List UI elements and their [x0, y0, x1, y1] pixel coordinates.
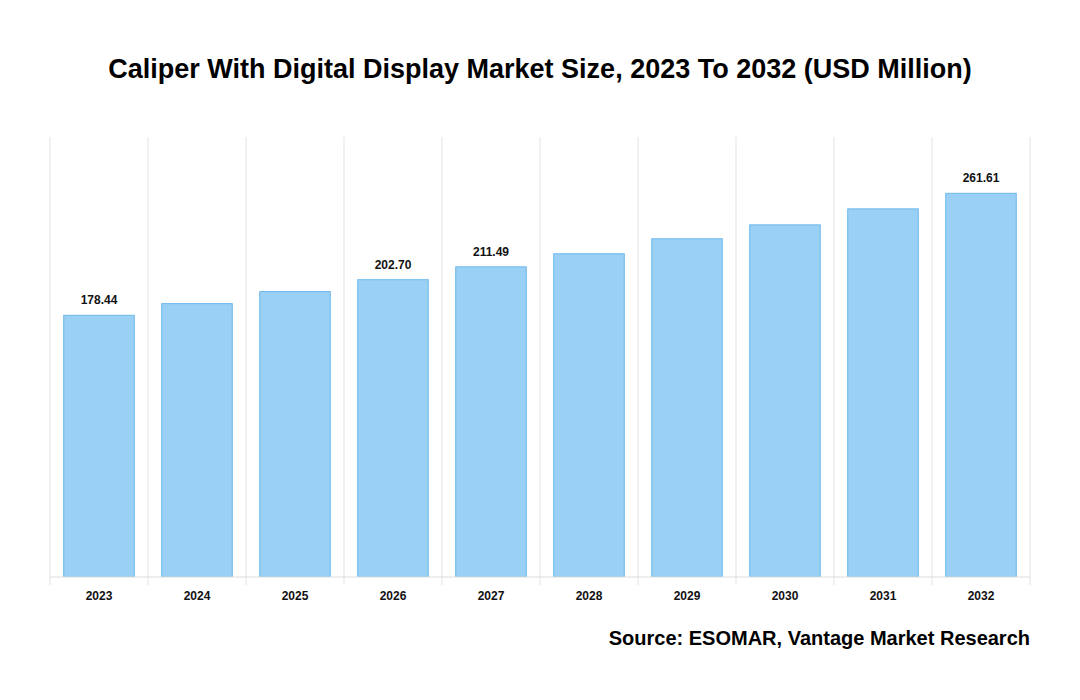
bar: [750, 225, 821, 577]
x-tick-label: 2032: [968, 589, 995, 603]
x-tick-label: 2027: [478, 589, 505, 603]
bar: [162, 304, 233, 577]
data-label: 261.61: [963, 171, 1000, 185]
grid-line: [932, 137, 933, 585]
bar: [260, 292, 331, 577]
bar: [64, 315, 135, 577]
grid-line: [148, 137, 149, 585]
grid-line: [246, 137, 247, 585]
data-label: 178.44: [81, 293, 118, 307]
x-tick-label: 2025: [282, 589, 309, 603]
bar: [652, 239, 723, 577]
bar: [554, 254, 625, 577]
bars: [64, 193, 1017, 577]
grid-line: [1030, 137, 1031, 585]
source: Source: ESOMAR, Vantage Market Research: [609, 627, 1030, 649]
x-tick-label: 2029: [674, 589, 701, 603]
grid-line: [442, 137, 443, 585]
data-label: 211.49: [473, 245, 509, 259]
x-axis-line: [50, 577, 1030, 578]
bar: [848, 209, 919, 577]
grid-line: [638, 137, 639, 585]
grid-line: [540, 137, 541, 585]
grid-line: [50, 137, 51, 585]
grid-line: [736, 137, 737, 585]
data-label: 202.70: [375, 258, 412, 272]
chart: Caliper With Digital Display Market Size…: [0, 0, 1080, 700]
title: Caliper With Digital Display Market Size…: [108, 54, 971, 84]
x-tick-label: 2024: [184, 589, 211, 603]
bar: [358, 280, 429, 577]
x-tick-label: 2031: [870, 589, 897, 603]
x-tick-label: 2026: [380, 589, 407, 603]
bar: [946, 193, 1017, 577]
x-tick-label: 2030: [772, 589, 799, 603]
x-tick-label: 2028: [576, 589, 603, 603]
bar: [456, 267, 527, 577]
x-tick-label: 2023: [86, 589, 113, 603]
grid-line: [834, 137, 835, 585]
grid-line: [344, 137, 345, 585]
